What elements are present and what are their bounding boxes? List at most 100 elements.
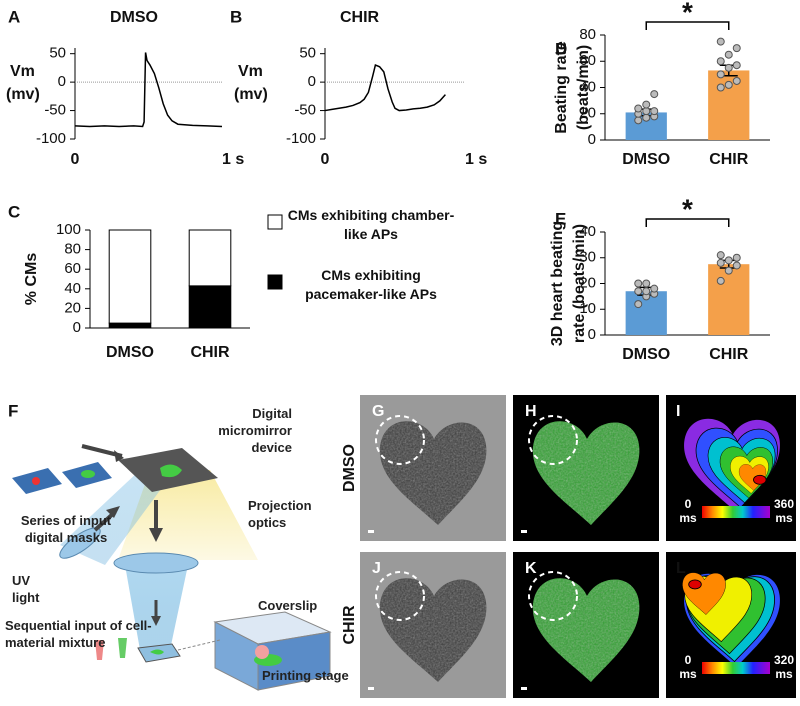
y-axis-label: 3D heart beating [549,221,566,346]
y-tick-label: -100 [36,130,66,147]
panel-letter: G [372,403,384,420]
printing-diagram [12,444,332,691]
label: Series of input digital masks [20,513,112,545]
y-tick-label: 60 [579,52,596,69]
x-tick-label: 0 [71,151,80,168]
panel-letter: C [8,202,20,221]
y-axis-label: (mv) [6,86,40,103]
bar-segment [188,229,232,287]
data-point [634,287,643,296]
y-tick-label: 0 [588,131,596,148]
y-tick-label: 20 [579,274,596,291]
y-tick-label: 40 [579,78,596,95]
panel-letter: A [8,7,20,26]
y-axis-label: % CMs [23,253,40,306]
panel-letter: J [372,560,381,577]
data-point [724,80,733,89]
chart-title: DMSO [110,9,158,26]
data-point [724,256,733,265]
row-label: CHIR [341,605,358,645]
data-point [724,266,733,275]
data-point [716,37,725,46]
data-point [650,90,659,99]
significance-bracket [645,21,730,30]
legend-swatch [267,214,283,230]
data-point [732,61,741,70]
data-point [716,70,725,79]
x-tick-label: DMSO [622,346,670,363]
data-point [642,279,651,288]
panel-letter: K [525,560,537,577]
data-point [716,83,725,92]
y-axis-label: Vm [10,63,35,80]
y-tick-label: 80 [579,26,596,43]
label: Coverslip [258,598,318,613]
bar-segment [108,322,152,329]
significance-bracket [645,218,730,227]
data-point [732,261,741,270]
bar [708,264,750,335]
trace-line [324,64,446,112]
colorbar-max: 360 ms [773,497,795,525]
panel-letter: F [8,401,18,420]
panel-letter: E [555,209,566,228]
data-point [634,116,643,125]
data-point [642,107,651,116]
colorbar-min: 0 ms [679,497,697,525]
x-tick-label: CHIR [190,344,230,361]
y-tick-label: 30 [579,249,596,266]
x-tick-label: CHIR [709,151,749,168]
label: Printing stage [262,668,349,683]
y-tick-label: 0 [58,73,66,90]
data-point [642,100,651,109]
y-tick-label: -100 [286,130,316,147]
bar-segment [108,229,152,324]
data-point [650,284,659,293]
x-tick-label: CHIR [709,346,749,363]
y-tick-label: 80 [64,241,81,258]
significance-label: * [682,193,693,224]
x-tick-label: 1 s [465,151,487,168]
row-label: DMSO [341,444,358,492]
y-axis-label: rate (beats/min) [571,224,588,343]
y-tick-label: 20 [579,105,596,122]
data-point [650,107,659,116]
label: Sequential input of cell-material mixtur… [5,618,152,650]
x-tick-label: DMSO [622,151,670,168]
bar-segment [188,285,232,329]
y-tick-label: -50 [44,102,66,119]
chart-title: CHIR [340,9,380,26]
data-point [732,253,741,262]
legend-swatch [267,274,283,290]
data-point [634,300,643,309]
data-point [642,287,651,296]
data-point [724,63,733,72]
x-tick-label: 1 s [222,151,244,168]
label: Digital micromirror device [218,406,292,455]
data-point [716,57,725,66]
colorbar-max: 320 ms [773,653,795,681]
label: UV light [12,573,40,605]
y-tick-label: 10 [579,300,596,317]
y-tick-label: 100 [56,221,81,238]
y-tick-label: 0 [308,73,316,90]
data-point [716,258,725,267]
y-tick-label: 40 [64,280,81,297]
panel-letter: L [676,560,686,577]
y-axis-label: (mv) [234,86,268,103]
data-point [634,104,643,113]
data-point [724,50,733,59]
trace-line [74,52,223,128]
y-axis-label: (beats/min) [575,45,592,130]
panel-letter: I [676,403,680,420]
y-tick-label: 40 [579,223,596,240]
x-tick-label: 0 [321,151,330,168]
bar [708,70,750,140]
x-tick-label: DMSO [106,344,154,361]
panel-letter: H [525,403,537,420]
y-tick-label: 50 [299,45,316,62]
label: Projection optics [248,498,312,530]
y-tick-label: 0 [73,319,81,336]
